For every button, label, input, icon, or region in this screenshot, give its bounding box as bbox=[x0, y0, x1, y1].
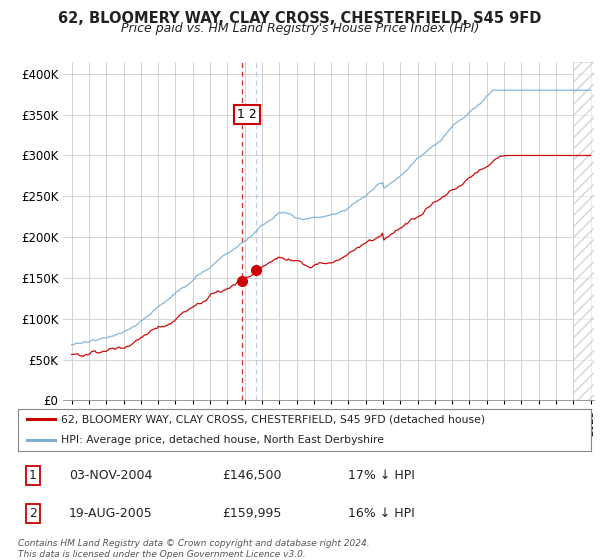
Text: Price paid vs. HM Land Registry's House Price Index (HPI): Price paid vs. HM Land Registry's House … bbox=[121, 22, 479, 35]
Text: 16% ↓ HPI: 16% ↓ HPI bbox=[348, 507, 415, 520]
Text: 2: 2 bbox=[29, 507, 37, 520]
Text: 17% ↓ HPI: 17% ↓ HPI bbox=[348, 469, 415, 482]
Text: Contains HM Land Registry data © Crown copyright and database right 2024.
This d: Contains HM Land Registry data © Crown c… bbox=[18, 539, 370, 559]
Text: 19-AUG-2005: 19-AUG-2005 bbox=[69, 507, 153, 520]
Text: £159,995: £159,995 bbox=[222, 507, 281, 520]
Text: HPI: Average price, detached house, North East Derbyshire: HPI: Average price, detached house, Nort… bbox=[61, 435, 384, 445]
Text: 03-NOV-2004: 03-NOV-2004 bbox=[69, 469, 152, 482]
Text: 62, BLOOMERY WAY, CLAY CROSS, CHESTERFIELD, S45 9FD (detached house): 62, BLOOMERY WAY, CLAY CROSS, CHESTERFIE… bbox=[61, 414, 485, 424]
Text: 62, BLOOMERY WAY, CLAY CROSS, CHESTERFIELD, S45 9FD: 62, BLOOMERY WAY, CLAY CROSS, CHESTERFIE… bbox=[58, 11, 542, 26]
Text: 1 2: 1 2 bbox=[237, 108, 257, 121]
Text: 1: 1 bbox=[29, 469, 37, 482]
Text: £146,500: £146,500 bbox=[222, 469, 281, 482]
